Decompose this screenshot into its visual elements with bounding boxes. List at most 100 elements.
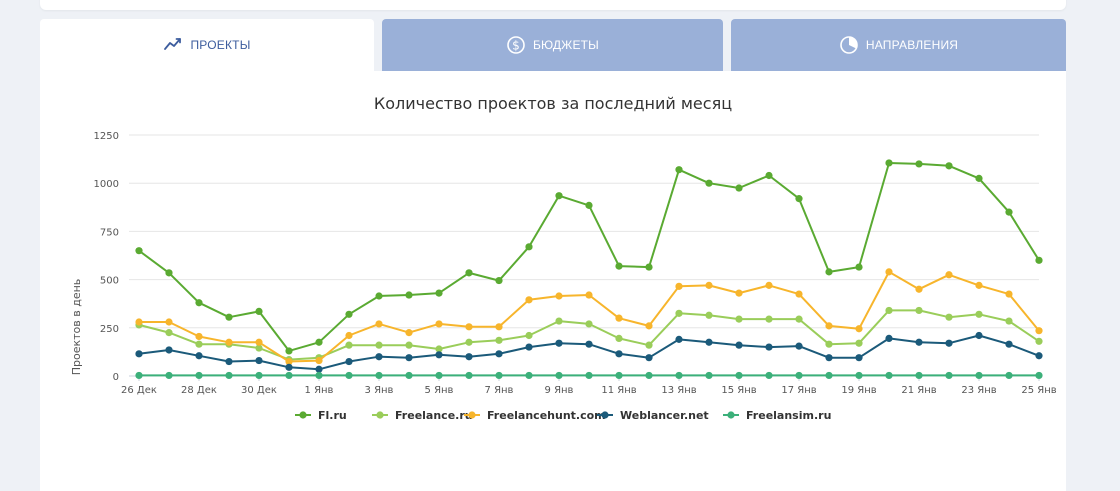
data-point[interactable] (1035, 256, 1043, 264)
data-point[interactable] (1005, 290, 1013, 298)
data-point[interactable] (1005, 340, 1013, 348)
data-point[interactable] (855, 339, 863, 347)
data-point[interactable] (765, 281, 773, 289)
data-point[interactable] (1035, 371, 1043, 380)
data-point[interactable] (855, 263, 863, 271)
tab-directions[interactable]: Направления (731, 19, 1066, 71)
data-point[interactable] (495, 323, 503, 331)
data-point[interactable] (225, 338, 233, 346)
data-point[interactable] (765, 171, 773, 180)
data-point[interactable] (795, 315, 803, 323)
data-point[interactable] (255, 307, 263, 316)
data-point[interactable] (345, 331, 353, 340)
data-point[interactable] (795, 290, 803, 298)
data-point[interactable] (375, 371, 383, 380)
data-point[interactable] (945, 313, 953, 321)
data-point[interactable] (1005, 371, 1013, 380)
data-point[interactable] (165, 318, 173, 326)
data-point[interactable] (585, 340, 593, 348)
data-point[interactable] (405, 354, 413, 362)
data-point[interactable] (525, 243, 533, 251)
data-point[interactable] (705, 311, 713, 319)
data-point[interactable] (915, 371, 923, 380)
data-point[interactable] (465, 338, 473, 346)
data-point[interactable] (225, 357, 233, 366)
data-point[interactable] (555, 371, 563, 380)
data-point[interactable] (675, 166, 683, 174)
data-point[interactable] (675, 282, 683, 290)
data-point[interactable] (195, 352, 203, 360)
data-point[interactable] (615, 262, 623, 270)
data-point[interactable] (705, 338, 713, 346)
data-point[interactable] (165, 329, 173, 337)
data-point[interactable] (435, 289, 443, 297)
tab-projects[interactable]: Проекты (40, 19, 374, 71)
data-point[interactable] (705, 179, 713, 187)
data-point[interactable] (525, 296, 533, 304)
data-point[interactable] (435, 351, 443, 359)
data-point[interactable] (975, 310, 983, 318)
data-point[interactable] (1035, 327, 1043, 335)
data-point[interactable] (945, 271, 953, 279)
data-point[interactable] (615, 314, 623, 322)
data-point[interactable] (165, 269, 173, 277)
data-point[interactable] (135, 247, 143, 255)
data-point[interactable] (405, 329, 413, 337)
legend-item[interactable]: Freelance.ru (372, 409, 473, 422)
data-point[interactable] (285, 371, 293, 380)
data-point[interactable] (525, 371, 533, 380)
data-point[interactable] (885, 306, 893, 315)
data-point[interactable] (615, 371, 623, 380)
data-point[interactable] (375, 292, 383, 300)
data-point[interactable] (465, 323, 473, 331)
data-point[interactable] (585, 371, 593, 380)
data-point[interactable] (765, 315, 773, 323)
data-point[interactable] (645, 322, 653, 330)
data-point[interactable] (555, 317, 563, 325)
data-point[interactable] (645, 263, 653, 271)
data-point[interactable] (885, 371, 893, 380)
data-point[interactable] (495, 336, 503, 344)
data-point[interactable] (645, 354, 653, 362)
data-point[interactable] (705, 371, 713, 380)
data-point[interactable] (225, 371, 233, 380)
legend-item[interactable]: Fl.ru (295, 409, 347, 422)
data-point[interactable] (975, 331, 983, 340)
data-point[interactable] (285, 363, 293, 371)
data-point[interactable] (1005, 317, 1013, 325)
data-point[interactable] (735, 289, 743, 297)
data-point[interactable] (825, 322, 833, 330)
data-point[interactable] (465, 371, 473, 380)
data-point[interactable] (795, 195, 803, 203)
data-point[interactable] (555, 192, 563, 200)
data-point[interactable] (525, 343, 533, 351)
data-point[interactable] (735, 371, 743, 380)
data-point[interactable] (915, 306, 923, 315)
data-point[interactable] (345, 371, 353, 380)
data-point[interactable] (315, 371, 323, 380)
data-point[interactable] (375, 341, 383, 349)
data-point[interactable] (345, 310, 353, 318)
data-point[interactable] (885, 334, 893, 343)
data-point[interactable] (435, 345, 443, 353)
data-point[interactable] (645, 371, 653, 380)
data-point[interactable] (315, 356, 323, 365)
data-point[interactable] (735, 184, 743, 192)
data-point[interactable] (825, 268, 833, 276)
data-point[interactable] (1005, 208, 1013, 216)
data-point[interactable] (615, 334, 623, 343)
tab-budgets[interactable]: $ Бюджеты (382, 19, 723, 71)
data-point[interactable] (195, 299, 203, 307)
data-point[interactable] (375, 353, 383, 361)
data-point[interactable] (975, 174, 983, 182)
data-point[interactable] (405, 371, 413, 380)
data-point[interactable] (345, 357, 353, 366)
data-point[interactable] (885, 159, 893, 167)
data-point[interactable] (135, 350, 143, 358)
data-point[interactable] (135, 318, 143, 326)
data-point[interactable] (165, 371, 173, 380)
data-point[interactable] (915, 160, 923, 168)
data-point[interactable] (645, 341, 653, 349)
data-point[interactable] (195, 371, 203, 380)
data-point[interactable] (825, 371, 833, 380)
